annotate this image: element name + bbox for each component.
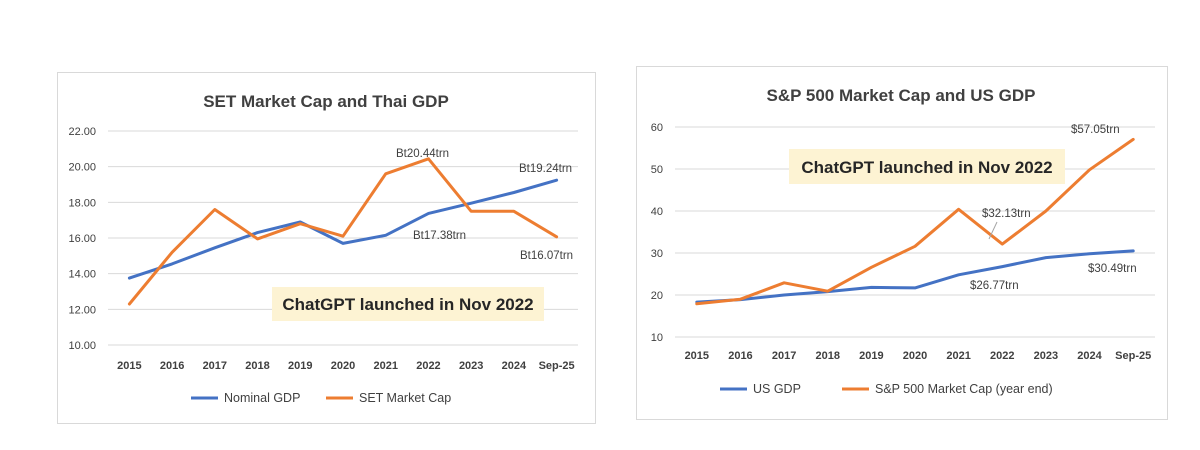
data-label-usgdp-2022: $26.77trn bbox=[970, 280, 1019, 292]
x-tick-label: 2024 bbox=[502, 360, 527, 372]
x-tick-label: 2016 bbox=[728, 350, 752, 362]
y-tick-label: 20 bbox=[651, 290, 663, 302]
series-line-us-gdp bbox=[695, 249, 1135, 304]
x-tick-label: 2018 bbox=[815, 350, 839, 362]
x-tick-label: Sep-25 bbox=[539, 360, 575, 372]
y-tick-label: 14.00 bbox=[68, 269, 96, 281]
y-tick-label: 10 bbox=[651, 332, 663, 344]
x-tick-label: 2023 bbox=[1034, 350, 1058, 362]
sp500-chart: S&P 500 Market Cap and US GDP 10 20 30 40 50… bbox=[651, 86, 1155, 396]
x-tick-label: 2020 bbox=[903, 350, 927, 362]
chart-title: S&P 500 Market Cap and US GDP bbox=[767, 86, 1036, 105]
legend: Nominal GDP SET Market Cap bbox=[191, 391, 451, 405]
series-line-set-market-cap bbox=[127, 157, 559, 306]
legend: US GDP S&P 500 Market Cap (year end) bbox=[720, 382, 1053, 396]
x-tick-label: 2021 bbox=[373, 360, 397, 372]
x-tick-label: 2021 bbox=[946, 350, 970, 362]
x-tick-label: Sep-25 bbox=[1115, 350, 1151, 362]
x-tick-label: 2015 bbox=[117, 360, 141, 372]
x-tick-label: 2019 bbox=[288, 360, 312, 372]
note-background bbox=[272, 287, 544, 321]
legend-label-nominal-gdp: Nominal GDP bbox=[224, 391, 300, 405]
data-label-sp-sep25: $57.05trn bbox=[1071, 124, 1120, 136]
x-tick-label: 2016 bbox=[160, 360, 184, 372]
x-tick-label: 2022 bbox=[416, 360, 440, 372]
sp500-chart-panel: S&P 500 Market Cap and US GDP 10 20 30 40 50… bbox=[636, 66, 1168, 420]
y-tick-label: 60 bbox=[651, 122, 663, 134]
data-label-set-sep25: Bt16.07trn bbox=[520, 250, 573, 262]
legend-label-sp500-market-cap: S&P 500 Market Cap (year end) bbox=[875, 382, 1053, 396]
x-tick-label: 2015 bbox=[685, 350, 709, 362]
x-tick-label: 2017 bbox=[203, 360, 227, 372]
y-tick-label: 22.00 bbox=[68, 126, 96, 138]
data-label-usgdp-sep25: $30.49trn bbox=[1088, 263, 1137, 275]
data-label-sp-2022: $32.13trn bbox=[982, 208, 1031, 220]
series-line-nominal-gdp bbox=[127, 178, 559, 280]
note-text: ChatGPT launched in Nov 2022 bbox=[801, 158, 1052, 177]
data-label-gdp-sep25: Bt19.24trn bbox=[519, 163, 572, 175]
y-tick-label: 10.00 bbox=[68, 340, 96, 352]
set-chart: SET Market Cap and Thai GDP 10.00 12.00 14… bbox=[68, 92, 578, 405]
data-label-leader-line bbox=[988, 221, 998, 240]
note-background bbox=[789, 149, 1065, 184]
x-tick-label: 2018 bbox=[245, 360, 269, 372]
note-text: ChatGPT launched in Nov 2022 bbox=[282, 295, 533, 314]
y-tick-label: 50 bbox=[651, 164, 663, 176]
x-tick-label: 2022 bbox=[990, 350, 1014, 362]
x-tick-label: 2023 bbox=[459, 360, 483, 372]
y-tick-label: 40 bbox=[651, 206, 663, 218]
chatgpt-note: ChatGPT launched in Nov 2022 bbox=[272, 287, 544, 321]
chart-title: SET Market Cap and Thai GDP bbox=[203, 92, 449, 111]
data-label-gdp-2022: Bt17.38trn bbox=[413, 230, 466, 242]
y-tick-label: 16.00 bbox=[68, 233, 96, 245]
x-tick-label: 2017 bbox=[772, 350, 796, 362]
x-tick-label: 2020 bbox=[331, 360, 355, 372]
y-tick-label: 20.00 bbox=[68, 162, 96, 174]
x-tick-label: 2019 bbox=[859, 350, 883, 362]
legend-label-set-market-cap: SET Market Cap bbox=[359, 391, 451, 405]
chatgpt-note: ChatGPT launched in Nov 2022 bbox=[789, 149, 1065, 184]
data-label-set-2022: Bt20.44trn bbox=[396, 148, 449, 160]
series-line-s-p-500-market-cap-year-end bbox=[695, 137, 1135, 306]
legend-label-us-gdp: US GDP bbox=[753, 382, 801, 396]
x-tick-label: 2024 bbox=[1077, 350, 1102, 362]
set-chart-panel: SET Market Cap and Thai GDP 10.00 12.00 14… bbox=[57, 72, 596, 424]
y-tick-label: 12.00 bbox=[68, 304, 96, 316]
y-tick-label: 18.00 bbox=[68, 197, 96, 209]
y-tick-label: 30 bbox=[651, 248, 663, 260]
